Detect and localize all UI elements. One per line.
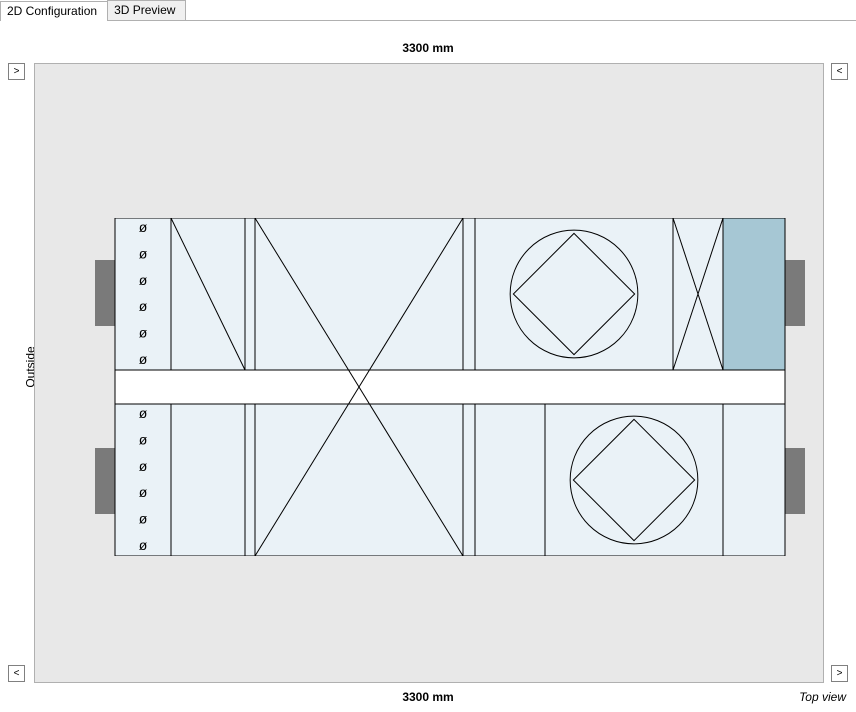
tab-bar: 2D Configuration 3D Preview <box>0 0 856 21</box>
svg-text:ø: ø <box>139 511 148 527</box>
drawing-canvas[interactable]: øøøøøøøøøøøø <box>34 63 824 683</box>
svg-text:ø: ø <box>139 484 148 500</box>
dimension-bottom: 3300 mm <box>0 690 856 704</box>
hvac-unit-diagram[interactable]: øøøøøøøøøøøø <box>95 218 765 556</box>
expand-bottom-left-button[interactable]: < <box>8 665 25 682</box>
expand-top-left-button[interactable]: > <box>8 63 25 80</box>
svg-text:ø: ø <box>139 431 148 447</box>
svg-text:ø: ø <box>139 272 148 288</box>
tab-3d-preview[interactable]: 3D Preview <box>107 0 186 20</box>
expand-bottom-right-button[interactable]: > <box>831 665 848 682</box>
dimension-top: 3300 mm <box>0 41 856 55</box>
viewport: 3300 mm Outside Room side > < < > øøøøøø… <box>0 21 856 712</box>
svg-text:ø: ø <box>139 351 148 367</box>
svg-text:ø: ø <box>139 245 148 261</box>
svg-text:ø: ø <box>139 405 148 421</box>
tab-2d-configuration[interactable]: 2D Configuration <box>0 1 108 21</box>
expand-top-right-button[interactable]: < <box>831 63 848 80</box>
svg-text:ø: ø <box>139 219 148 235</box>
svg-text:ø: ø <box>139 537 148 553</box>
svg-text:ø: ø <box>139 298 148 314</box>
view-label: Top view <box>799 690 846 704</box>
svg-text:ø: ø <box>139 325 148 341</box>
svg-text:ø: ø <box>139 458 148 474</box>
